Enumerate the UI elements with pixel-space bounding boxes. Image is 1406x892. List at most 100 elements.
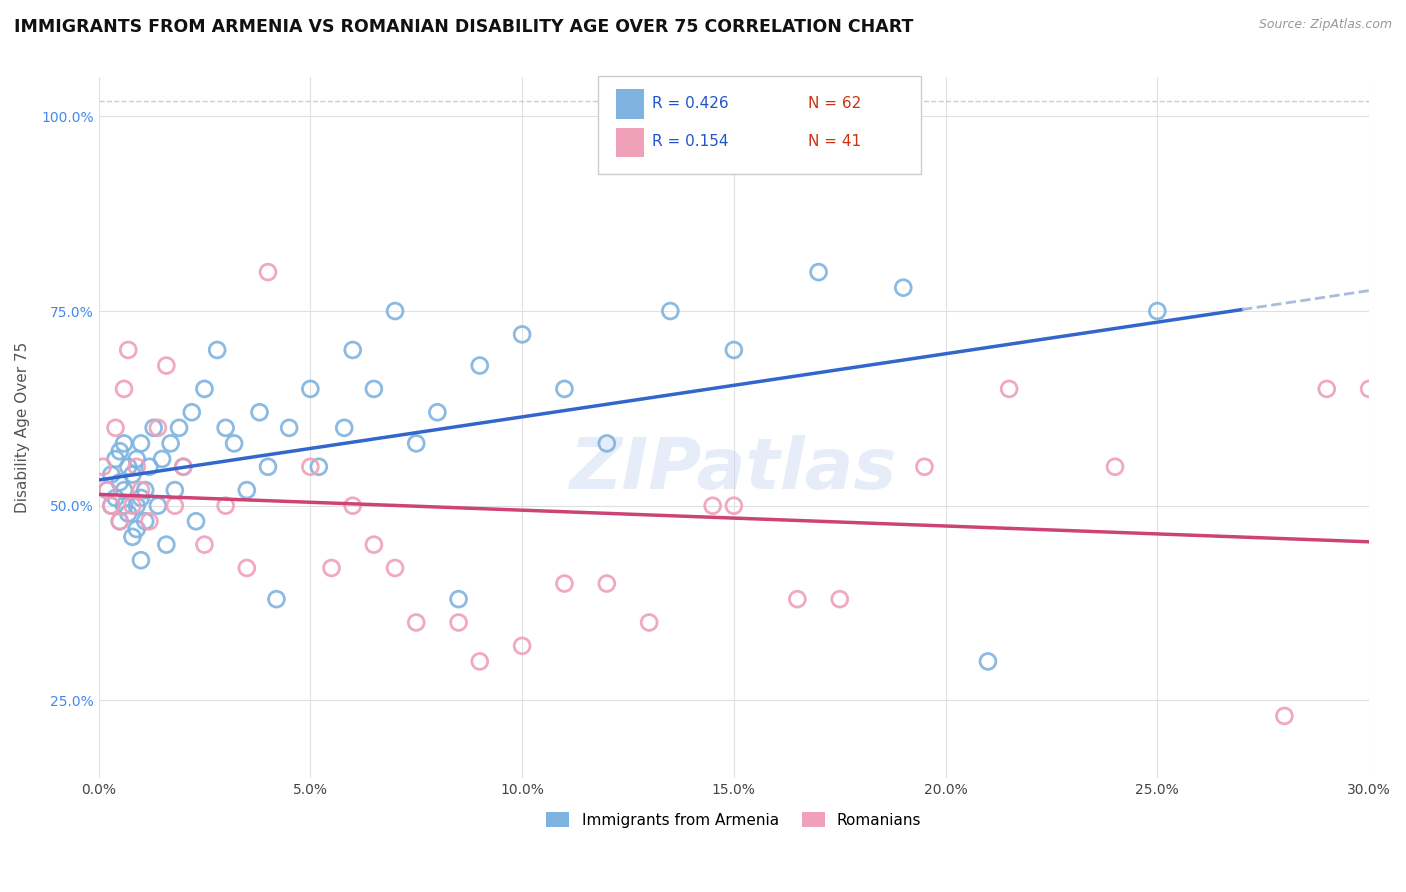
Point xyxy=(91,459,114,474)
Point xyxy=(1274,709,1296,723)
Point xyxy=(125,522,148,536)
Point xyxy=(249,405,271,419)
Point xyxy=(236,561,259,575)
Point xyxy=(134,514,156,528)
Point xyxy=(308,459,330,474)
Point xyxy=(278,421,301,435)
Point xyxy=(138,459,160,474)
Text: ZIPatlas: ZIPatlas xyxy=(571,435,897,504)
Point xyxy=(299,382,322,396)
Point xyxy=(807,265,830,279)
Point xyxy=(299,459,322,474)
Point xyxy=(112,436,135,450)
Point xyxy=(214,499,236,513)
Point xyxy=(142,421,165,435)
Point xyxy=(384,561,406,575)
Point xyxy=(828,592,851,607)
Point xyxy=(1104,459,1126,474)
Point xyxy=(172,459,194,474)
Point xyxy=(998,382,1021,396)
Point xyxy=(891,281,914,295)
Point xyxy=(468,655,491,669)
Point xyxy=(638,615,661,630)
Point xyxy=(426,405,449,419)
Point xyxy=(553,382,575,396)
Point xyxy=(172,459,194,474)
Text: R = 0.426: R = 0.426 xyxy=(652,96,728,111)
Text: N = 41: N = 41 xyxy=(808,135,862,149)
Point xyxy=(134,483,156,497)
Point xyxy=(104,491,127,505)
Point xyxy=(257,265,280,279)
Point xyxy=(405,615,427,630)
Point xyxy=(659,304,682,318)
Point xyxy=(108,514,131,528)
Point xyxy=(333,421,356,435)
Point xyxy=(257,459,280,474)
Point xyxy=(205,343,228,357)
Point xyxy=(125,459,148,474)
Point xyxy=(155,538,177,552)
Point xyxy=(112,499,135,513)
Point xyxy=(363,382,385,396)
Point xyxy=(129,553,152,567)
Point xyxy=(117,343,139,357)
Point xyxy=(125,499,148,513)
Point xyxy=(108,444,131,458)
Point xyxy=(155,359,177,373)
Point xyxy=(193,382,215,396)
Point xyxy=(912,459,935,474)
Point xyxy=(1146,304,1168,318)
Point xyxy=(108,475,131,490)
Legend: Immigrants from Armenia, Romanians: Immigrants from Armenia, Romanians xyxy=(540,805,928,834)
Point xyxy=(363,538,385,552)
Text: R = 0.154: R = 0.154 xyxy=(652,135,728,149)
Point xyxy=(159,436,181,450)
Point xyxy=(96,483,118,497)
Point xyxy=(723,343,745,357)
Text: N = 62: N = 62 xyxy=(808,96,862,111)
Point xyxy=(193,538,215,552)
Point xyxy=(723,499,745,513)
Point xyxy=(510,639,533,653)
Point xyxy=(266,592,288,607)
Point xyxy=(786,592,808,607)
Point xyxy=(117,507,139,521)
Point xyxy=(596,436,619,450)
Point xyxy=(447,615,470,630)
Point xyxy=(510,327,533,342)
Point xyxy=(150,452,173,467)
Point xyxy=(121,499,143,513)
Point xyxy=(342,499,364,513)
Point xyxy=(184,514,207,528)
Text: Source: ZipAtlas.com: Source: ZipAtlas.com xyxy=(1258,18,1392,31)
Point xyxy=(108,514,131,528)
Point xyxy=(214,421,236,435)
Y-axis label: Disability Age Over 75: Disability Age Over 75 xyxy=(15,343,30,514)
Point xyxy=(468,359,491,373)
Point xyxy=(384,304,406,318)
Point xyxy=(117,459,139,474)
Point xyxy=(447,592,470,607)
Point xyxy=(163,483,186,497)
Point xyxy=(342,343,364,357)
Point xyxy=(553,576,575,591)
Point xyxy=(121,467,143,482)
Point xyxy=(100,499,122,513)
Point xyxy=(112,382,135,396)
Point xyxy=(100,467,122,482)
Point xyxy=(129,491,152,505)
Point xyxy=(96,483,118,497)
Point xyxy=(321,561,343,575)
Point xyxy=(180,405,202,419)
Point xyxy=(236,483,259,497)
Point xyxy=(163,499,186,513)
Point xyxy=(146,499,169,513)
Point xyxy=(104,452,127,467)
Point xyxy=(224,436,246,450)
Point xyxy=(167,421,190,435)
Point xyxy=(1358,382,1381,396)
Point xyxy=(977,655,1000,669)
Point xyxy=(112,483,135,497)
Text: IMMIGRANTS FROM ARMENIA VS ROMANIAN DISABILITY AGE OVER 75 CORRELATION CHART: IMMIGRANTS FROM ARMENIA VS ROMANIAN DISA… xyxy=(14,18,914,36)
